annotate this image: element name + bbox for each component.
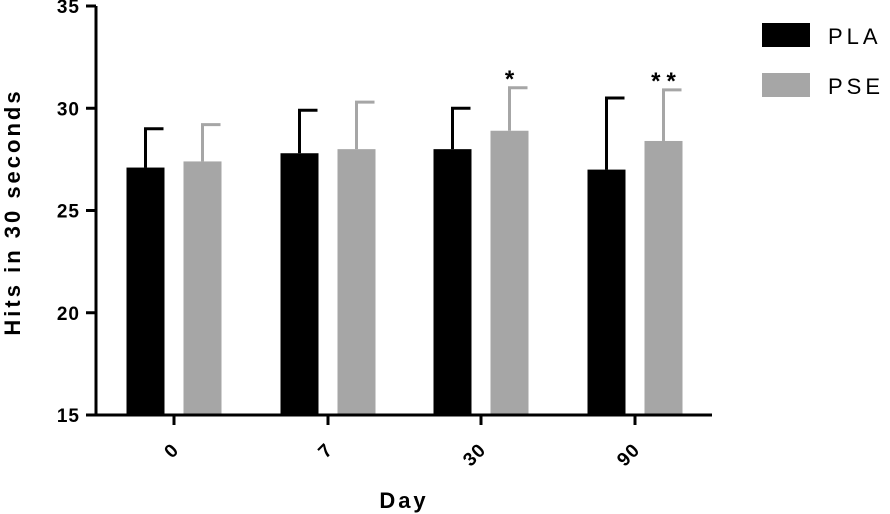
bar-pla-day-7 [280,153,319,416]
error-bar-pla-day-90 [605,96,625,170]
bar-pse-day-90 [644,140,683,415]
y-tick-label: 35 [57,0,80,18]
y-tick-label: 30 [57,99,80,120]
error-bars-group [144,86,682,170]
error-bar-pse-day-30 [508,86,528,131]
error-bar-pla-day-30 [451,106,471,150]
legend-swatch-pla [762,23,810,47]
x-tick-label-day-7: 7 [314,440,337,463]
significance-mark-day-90: ** [651,68,682,95]
significance-mark-day-30: * [505,66,520,93]
bar-pla-day-90 [587,169,626,415]
annotations-group: * ** [505,66,682,95]
y-tick-label: 15 [57,406,80,427]
y-tick-label: 25 [57,202,80,223]
x-axis-title: Day [379,488,428,513]
x-tick-label-day-0: 0 [160,440,183,463]
error-bar-pse-day-90 [662,88,682,141]
x-ticks-group: 0 7 30 90 [160,415,645,471]
y-ticks-group: 15 20 25 30 35 [57,0,96,427]
legend-label-pse: PSE [828,74,884,99]
error-bar-pla-day-7 [298,108,318,154]
y-axis-title: Hits in 30 seconds [0,88,25,335]
y-tick-label: 20 [57,304,80,325]
error-bar-pse-day-0 [201,123,221,162]
error-bar-pla-day-0 [144,127,164,168]
bar-pse-day-0 [183,161,222,415]
legend-swatch-pse [762,73,810,97]
x-tick-label-day-30: 30 [459,440,490,471]
error-bar-pse-day-7 [355,100,375,150]
bars-group [126,130,683,416]
bar-pse-day-30 [490,130,529,415]
legend: PLA PSE [762,23,884,99]
x-tick-label-day-90: 90 [613,440,644,471]
bar-pse-day-7 [337,149,376,415]
bar-pla-day-0 [126,167,165,415]
bar-pla-day-30 [433,149,472,415]
legend-label-pla: PLA [828,24,882,49]
